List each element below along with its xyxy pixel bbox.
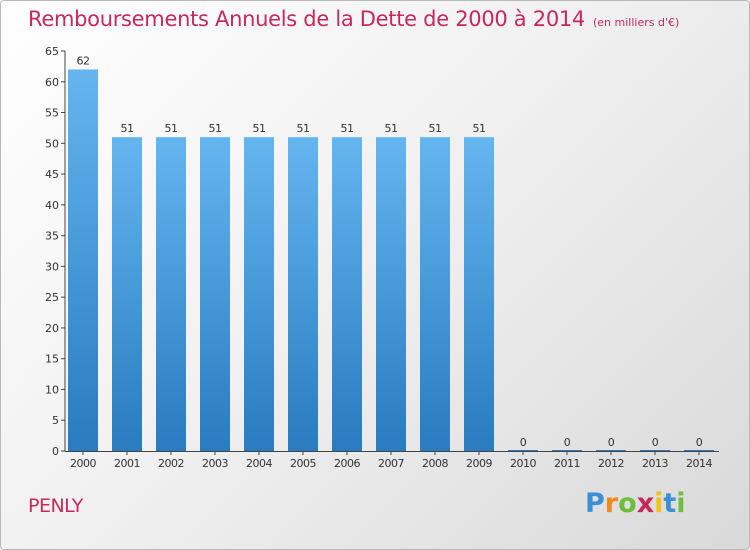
bar-value-label: 51: [253, 122, 266, 135]
x-tick-label: 2007: [378, 457, 404, 470]
bar-2003: [200, 137, 230, 451]
x-tick-label: 2008: [422, 457, 448, 470]
x-tick-label: 2009: [466, 457, 492, 470]
x-tick-label: 2011: [554, 457, 580, 470]
x-tick-label: 2003: [202, 457, 228, 470]
bar-value-label: 0: [520, 436, 527, 449]
bar-value-label: 0: [652, 436, 659, 449]
bar-2004: [244, 137, 274, 451]
x-tick-label: 2013: [642, 457, 668, 470]
y-tick-label: 15: [45, 353, 59, 366]
y-tick-label: 35: [45, 230, 59, 243]
y-tick-label: 5: [52, 414, 59, 427]
bar-value-label: 0: [564, 436, 571, 449]
bar-value-label: 51: [209, 122, 222, 135]
y-tick-label: 60: [45, 76, 59, 89]
bar-2008: [420, 137, 450, 451]
x-tick-label: 2000: [70, 457, 96, 470]
bar-value-label: 51: [165, 122, 178, 135]
bar-value-label: 51: [385, 122, 398, 135]
x-tick-label: 2004: [246, 457, 272, 470]
proxiti-logo: Proxiti: [585, 488, 686, 519]
x-tick-label: 2006: [334, 457, 360, 470]
logo-letter: x: [636, 488, 655, 519]
bar-value-label: 51: [473, 122, 486, 135]
chart-unit-note: (en milliers d'€): [593, 16, 680, 29]
bar-value-label: 51: [341, 122, 354, 135]
y-tick-label: 45: [45, 168, 59, 181]
y-tick-label: 40: [45, 199, 59, 212]
bar-value-label: 51: [121, 122, 134, 135]
bar-2001: [112, 137, 142, 451]
bar-value-label: 51: [297, 122, 310, 135]
x-tick-label: 2001: [114, 457, 140, 470]
x-tick-label: 2010: [510, 457, 536, 470]
bar-value-label: 0: [608, 436, 615, 449]
bar-value-label: 62: [77, 54, 90, 67]
place-name: PENLY: [28, 495, 83, 517]
logo-letter: i: [654, 488, 664, 519]
y-tick-label: 0: [52, 445, 59, 458]
bar-2006: [332, 137, 362, 451]
y-tick-label: 65: [45, 45, 59, 58]
bar-value-label: 0: [696, 436, 703, 449]
logo-letter: P: [585, 488, 605, 519]
logo-letter: r: [604, 488, 619, 519]
x-tick-label: 2012: [598, 457, 624, 470]
y-tick-label: 55: [45, 107, 59, 120]
y-tick-label: 25: [45, 291, 59, 304]
x-tick-label: 2005: [290, 457, 316, 470]
x-tick-label: 2014: [686, 457, 712, 470]
y-tick-label: 50: [45, 137, 59, 150]
logo-letter: i: [676, 488, 686, 519]
bar-2000: [68, 69, 98, 451]
y-tick-label: 10: [45, 383, 59, 396]
bar-2002: [156, 137, 186, 451]
chart-title: Remboursements Annuels de la Dette de 20…: [28, 7, 679, 31]
bar-value-label: 51: [429, 122, 442, 135]
logo-letter: t: [663, 488, 677, 519]
x-tick-label: 2002: [158, 457, 184, 470]
bar-2007: [376, 137, 406, 451]
bar-2005: [288, 137, 318, 451]
y-tick-label: 30: [45, 260, 59, 273]
y-tick-label: 20: [45, 322, 59, 335]
bar-2009: [464, 137, 494, 451]
logo-letter: o: [618, 488, 637, 519]
chart-title-text: Remboursements Annuels de la Dette de 20…: [28, 7, 585, 31]
